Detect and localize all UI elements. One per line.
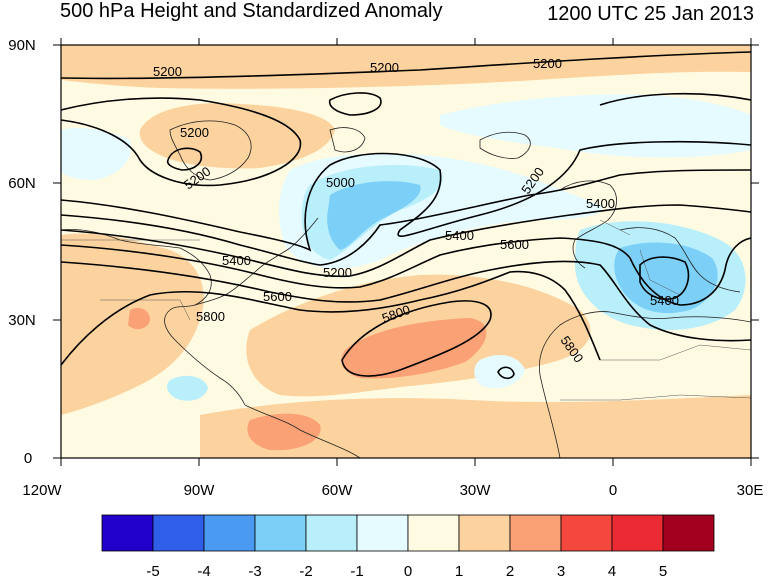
- anomaly-band-polar: [61, 45, 751, 89]
- anomaly-band-tropics: [200, 395, 751, 458]
- lon-tick-label: 0: [609, 482, 617, 499]
- colorbar-swatch: [458, 514, 511, 552]
- valid-time: 1200 UTC 25 Jan 2013: [547, 3, 754, 25]
- colorbar-label: 2: [506, 563, 514, 577]
- contour-label: 5400: [586, 196, 615, 211]
- axis-labels: 120W 90W 60W 30W 0 30E 90N 60N 30N 0: [8, 37, 763, 499]
- colorbar-swatch: [254, 514, 307, 552]
- contour-label: 5600: [500, 237, 529, 252]
- colorbar-swatch: [509, 514, 562, 552]
- contour-label: 5400: [222, 253, 251, 268]
- map-panel: [61, 45, 751, 458]
- map-title: 500 hPa Height and Standardized Anomaly: [60, 0, 443, 22]
- contour-label: 5200: [533, 56, 562, 71]
- contour-label: 5800: [196, 309, 225, 324]
- colorbar-label: 3: [557, 563, 565, 577]
- lat-tick-label: 60N: [8, 175, 36, 192]
- lon-tick-label: 30E: [737, 482, 764, 499]
- lat-tick-label: 0: [24, 450, 32, 467]
- colorbar-label: -1: [350, 563, 363, 577]
- colorbar-swatch: [203, 514, 256, 552]
- contour-label: 5600: [263, 289, 292, 304]
- colorbar-label: 5: [659, 563, 667, 577]
- contour-label: 5200: [153, 64, 182, 79]
- anomaly-neg-caribbean: [167, 375, 208, 401]
- contour-label: 5000: [326, 175, 355, 190]
- height-contours: [61, 51, 751, 380]
- colorbar: -5 -4 -3 -2 -1 0 1 2 3 4 5: [101, 514, 715, 577]
- anomaly-core-mexico: [128, 308, 150, 330]
- colorbar-label: 0: [404, 563, 412, 577]
- anomaly-core-tropics: [247, 413, 321, 451]
- contour-label: 5400: [445, 228, 474, 243]
- contour-label: 5200: [180, 125, 209, 140]
- colorbar-swatch: [356, 514, 409, 552]
- lon-tick-label: 90W: [184, 482, 216, 499]
- lon-tick-label: 120W: [22, 482, 62, 499]
- anomaly-neg-africa: [474, 355, 525, 389]
- anomaly-neg-atlantic-core: [327, 181, 421, 250]
- colorbar-label: -4: [197, 563, 210, 577]
- tick-marks: [53, 38, 759, 466]
- anomaly-neg-europe-core: [614, 242, 718, 314]
- colorbar-swatch: [152, 514, 205, 552]
- contour-label: 5200: [323, 265, 352, 280]
- colorbar-swatch: [611, 514, 664, 552]
- anomaly-patch-canada: [139, 103, 335, 169]
- colorbar-label: 1: [455, 563, 463, 577]
- anomaly-core-atlantic: [341, 318, 487, 379]
- colorbar-swatch: [560, 514, 613, 552]
- colorbar-swatch: [101, 514, 154, 552]
- colorbar-label: -2: [299, 563, 312, 577]
- map-frame: [60, 44, 752, 459]
- lon-tick-label: 30W: [460, 482, 492, 499]
- lat-tick-label: 90N: [8, 37, 36, 54]
- colorbar-swatch: [407, 514, 460, 552]
- colorbar-label: -3: [248, 563, 261, 577]
- lon-tick-label: 60W: [322, 482, 354, 499]
- anomaly-neg-alaska: [61, 128, 131, 180]
- colorbar-swatch: [305, 514, 358, 552]
- colorbar-label: -5: [146, 563, 159, 577]
- colorbar-swatch: [662, 514, 715, 552]
- contour-label: 5400: [650, 293, 679, 308]
- lat-tick-label: 30N: [8, 312, 36, 329]
- contour-label: 5200: [370, 60, 399, 75]
- colorbar-label: 4: [608, 563, 616, 577]
- political-borders: [61, 219, 751, 401]
